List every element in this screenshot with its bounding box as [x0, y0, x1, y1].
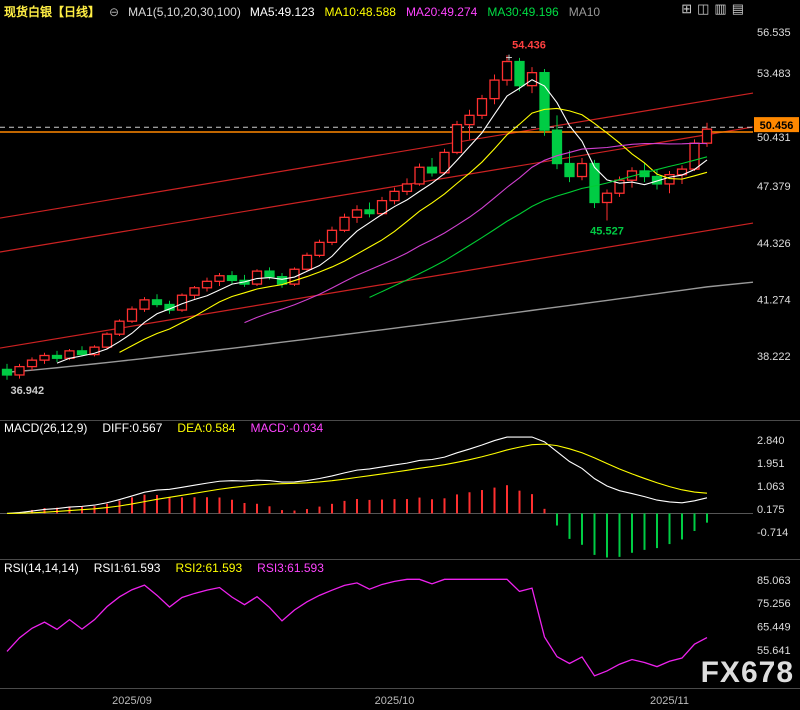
ma-settings-label: MA1(5,10,20,30,100): [128, 4, 241, 19]
macd-header: MACD(26,12,9) DIFF:0.567 DEA:0.584 MACD:-0.…: [4, 421, 323, 435]
svg-text:47.379: 47.379: [757, 181, 791, 193]
svg-text:55.641: 55.641: [757, 645, 791, 657]
svg-text:65.449: 65.449: [757, 622, 791, 634]
svg-text:45.527: 45.527: [590, 226, 624, 238]
svg-text:1.063: 1.063: [757, 481, 785, 493]
svg-text:44.326: 44.326: [757, 238, 791, 250]
macd-histogram: [0, 485, 753, 558]
svg-text:36.942: 36.942: [11, 385, 45, 397]
ma100-line: [6, 281, 754, 373]
macd-label-3: MACD:-0.034: [250, 421, 324, 435]
ma-value-2: MA20:49.274: [405, 4, 478, 19]
macd-label-2: DEA:0.584: [177, 421, 236, 435]
pane-dividers: [0, 420, 800, 689]
current-price-tag: 50.456: [754, 117, 799, 133]
ma-value-1: MA10:48.588: [324, 4, 396, 19]
macd-label-1: DIFF:0.567: [102, 421, 163, 435]
window-controls: ⊞ ◫ ▥ ▤: [681, 2, 744, 16]
collapse-icon[interactable]: ⊖: [109, 4, 120, 19]
svg-text:50.431: 50.431: [757, 132, 791, 144]
rsi-label-2: RSI2:61.593: [175, 561, 243, 575]
svg-text:2025/09: 2025/09: [112, 695, 152, 707]
svg-text:56.535: 56.535: [757, 27, 791, 39]
main-y-axis: 56.535 53.483 50.431 47.379 44.326 41.274 38.2…: [757, 27, 791, 363]
x-axis-labels: 2025/09 2025/10 2025/11: [112, 695, 689, 707]
macd-lines: [6, 436, 708, 514]
svg-text:+: +: [505, 50, 512, 64]
svg-text:0.175: 0.175: [757, 504, 785, 516]
horizontal-lines: [0, 126, 753, 133]
trend-lines: [0, 92, 754, 349]
ma-value-list: MA5:49.123 MA10:48.588 MA20:49.274 MA30:49.…: [250, 5, 600, 19]
svg-text:53.483: 53.483: [757, 68, 791, 80]
instrument-title: 现货白银【日线】: [4, 5, 101, 19]
macd-y-axis: 2.840 1.951 1.063 0.175 -0.714: [757, 435, 788, 539]
svg-text:38.222: 38.222: [757, 351, 791, 363]
window-icon-1[interactable]: ◫: [697, 1, 710, 16]
svg-text:54.436: 54.436: [512, 39, 546, 51]
main-chart-header: 现货白银【日线】 ⊖ MA1(5,10,20,30,100) MA5:49.12…: [4, 3, 600, 20]
rsi-header: RSI(14,14,14) RSI1:61.593 RSI2:61.593 RSI3:…: [4, 561, 324, 575]
rsi-label-1: RSI1:61.593: [93, 561, 161, 575]
rsi-label-3: RSI3:61.593: [257, 561, 324, 575]
svg-text:50.456: 50.456: [760, 120, 794, 132]
svg-text:41.274: 41.274: [757, 294, 791, 306]
ma-value-0: MA5:49.123: [249, 4, 315, 19]
rsi-y-axis: 85.063 75.256 65.449 55.641: [757, 575, 791, 657]
watermark-fx678: FX678: [700, 656, 794, 689]
window-icon-2[interactable]: ▥: [714, 1, 727, 16]
svg-text:2.840: 2.840: [757, 435, 785, 447]
rsi-label-0: RSI(14,14,14): [4, 561, 79, 575]
rsi-line: [6, 578, 708, 677]
ma-value-3: MA30:49.196: [487, 4, 559, 19]
candlestick-series: [1, 55, 713, 380]
svg-text:2025/11: 2025/11: [650, 695, 689, 707]
macd-label-0: MACD(26,12,9): [4, 421, 88, 435]
svg-text:2025/10: 2025/10: [375, 695, 415, 707]
svg-text:-0.714: -0.714: [757, 527, 788, 539]
window-icon-3[interactable]: ▤: [731, 1, 744, 16]
ma-lines: [56, 79, 708, 364]
svg-text:1.951: 1.951: [757, 458, 785, 470]
svg-text:75.256: 75.256: [757, 598, 791, 610]
price-annotations: +54.436 45.527 36.942: [11, 39, 624, 396]
svg-text:85.063: 85.063: [757, 575, 791, 587]
window-icon-0[interactable]: ⊞: [681, 1, 693, 16]
ma-value-4: MA10: [568, 4, 601, 19]
